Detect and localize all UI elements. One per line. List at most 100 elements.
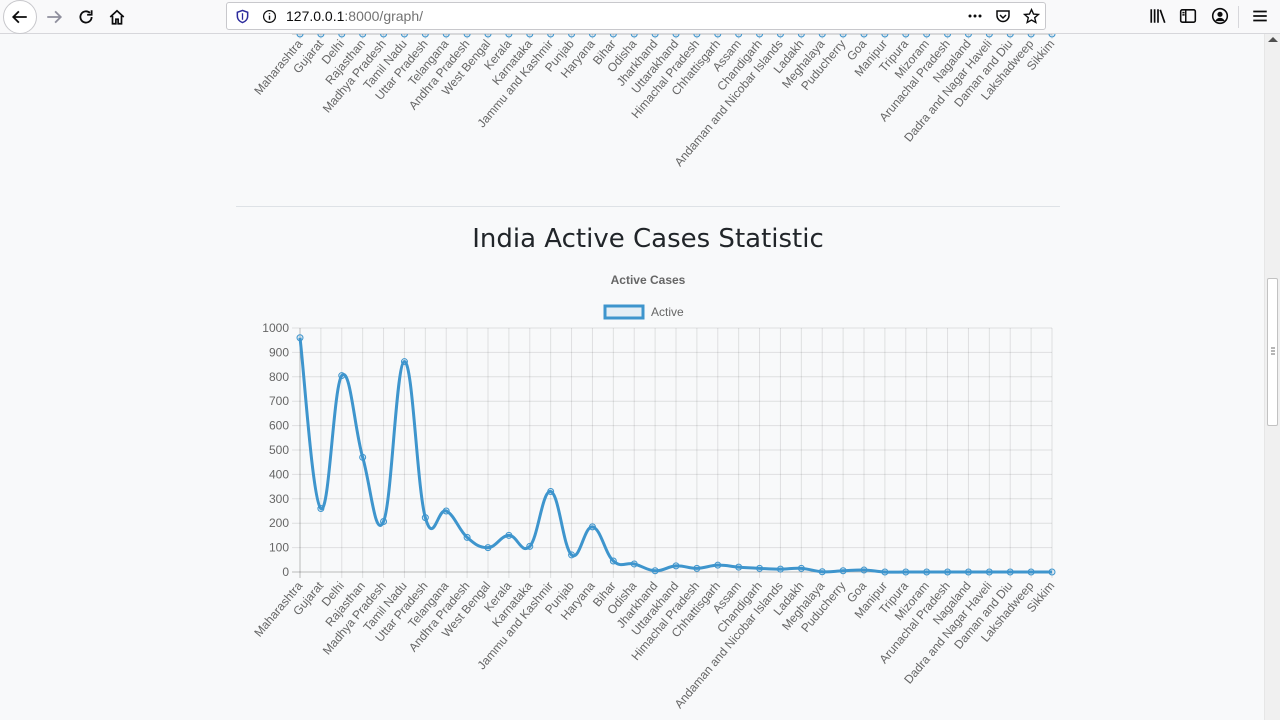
top-data-point (588, 34, 596, 38)
top-data-point (860, 34, 868, 38)
url-path: :8000/graph/ (344, 8, 424, 24)
account-icon[interactable] (1208, 4, 1232, 28)
home-icon (109, 9, 125, 25)
data-point (317, 505, 325, 513)
info-icon[interactable] (260, 7, 278, 25)
section-divider (236, 206, 1060, 207)
arrow-right-icon (47, 10, 63, 24)
top-data-point (651, 34, 659, 38)
data-point (776, 565, 784, 573)
top-data-point (421, 34, 429, 38)
data-point (359, 453, 367, 461)
top-data-point (797, 34, 805, 38)
active-cases-chart: Active Cases Active 0 100 200 300 400 500 600 700… (251, 273, 1057, 711)
y-tick-label: 500 (269, 443, 289, 457)
data-point (400, 358, 408, 366)
top-data-point (359, 34, 367, 38)
data-point (442, 507, 450, 515)
data-point (881, 568, 889, 576)
data-point (505, 531, 513, 539)
forward-button[interactable] (38, 1, 70, 33)
data-point (985, 568, 993, 576)
data-point (693, 564, 701, 572)
data-point (630, 560, 638, 568)
data-point (526, 542, 534, 550)
data-point (714, 561, 722, 569)
top-data-point (338, 34, 346, 38)
data-point (547, 487, 555, 495)
grip-icon (1271, 347, 1275, 355)
top-data-point (609, 34, 617, 38)
top-data-point (923, 34, 931, 38)
top-data-point (672, 34, 680, 38)
data-point (818, 568, 826, 576)
data-point (902, 568, 910, 576)
chart-title: Active Cases (611, 273, 686, 287)
y-tick-label: 0 (282, 565, 289, 579)
data-point (860, 566, 868, 574)
bookmark-star-icon[interactable] (1022, 7, 1040, 25)
data-point (484, 544, 492, 552)
data-point (296, 334, 304, 342)
top-data-point (380, 34, 388, 38)
data-point (1048, 568, 1056, 576)
top-data-point (526, 34, 534, 38)
top-data-point (630, 34, 638, 38)
data-point (609, 557, 617, 565)
top-data-point (756, 34, 764, 38)
top-data-point (839, 34, 847, 38)
data-point (463, 533, 471, 541)
data-point (944, 568, 952, 576)
data-point (588, 523, 596, 531)
back-button[interactable] (3, 0, 37, 34)
y-tick-label: 800 (269, 370, 289, 384)
library-icon[interactable] (1146, 4, 1170, 28)
scroll-up-icon[interactable] (1268, 37, 1278, 42)
address-bar[interactable]: 127.0.0.1:8000/graph/ (226, 2, 1046, 30)
url-text[interactable]: 127.0.0.1:8000/graph/ (286, 8, 423, 24)
top-data-point (484, 34, 492, 38)
tracking-protection-icon[interactable] (233, 7, 251, 25)
top-data-point (442, 34, 450, 38)
top-data-point (902, 34, 910, 38)
top-data-point (735, 34, 743, 38)
pocket-icon[interactable] (994, 7, 1012, 25)
browser-toolbar: 127.0.0.1:8000/graph/ (0, 0, 1280, 34)
data-point (923, 568, 931, 576)
scroll-thumb[interactable] (1267, 278, 1278, 426)
top-data-point (317, 34, 325, 38)
page-actions-icon[interactable] (966, 7, 984, 25)
top-data-point (505, 34, 513, 38)
page-content: Maharashtra Gujarat Delhi Rajasthan Madhya P… (0, 34, 1264, 720)
menu-icon[interactable] (1248, 4, 1272, 28)
page-heading: India Active Cases Statistic (472, 224, 824, 254)
data-point (338, 372, 346, 380)
y-tick-label: 100 (269, 541, 289, 555)
top-data-point (1027, 34, 1035, 38)
reload-button[interactable] (70, 1, 102, 33)
top-data-point (881, 34, 889, 38)
top-data-point (818, 34, 826, 38)
data-point (380, 517, 388, 525)
home-button[interactable] (101, 1, 133, 33)
data-point (1006, 568, 1014, 576)
data-point (421, 514, 429, 522)
top-data-point (964, 34, 972, 38)
data-point (735, 563, 743, 571)
top-data-point (1006, 34, 1014, 38)
data-point (964, 568, 972, 576)
top-data-point (944, 34, 952, 38)
y-tick-label: 1000 (262, 321, 289, 335)
data-point (839, 567, 847, 575)
data-point (797, 564, 805, 572)
top-data-point (547, 34, 555, 38)
series-line-active (298, 337, 1052, 574)
legend-label: Active (651, 305, 684, 319)
arrow-left-icon (11, 10, 27, 24)
top-data-point (463, 34, 471, 38)
data-point (651, 567, 659, 575)
page-scrollbar[interactable] (1264, 34, 1280, 720)
y-tick-label: 200 (269, 516, 289, 530)
sidebar-icon[interactable] (1176, 4, 1200, 28)
